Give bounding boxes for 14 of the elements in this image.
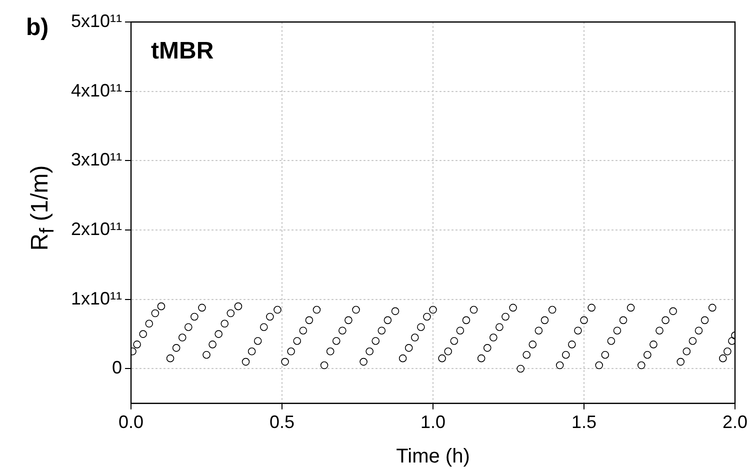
x-tick-label: 0.5 <box>270 412 295 432</box>
y-tick-label: 0 <box>112 358 122 378</box>
text: b) <box>26 14 49 42</box>
annotation: tMBR <box>151 38 214 65</box>
y-tick-label: 5x10¹¹ <box>70 10 122 31</box>
y-tick-label: 3x10¹¹ <box>70 150 122 170</box>
y-tick-label: 1x10¹¹ <box>70 288 122 308</box>
x-tick-label: 0.0 <box>118 412 144 432</box>
x-tick-label: 1.0 <box>420 412 446 432</box>
y-tick-label: 2x10¹¹ <box>70 219 122 240</box>
y-tick-label: 4x10¹¹ <box>70 80 122 100</box>
x-tick-label: 1.5 <box>571 412 597 432</box>
x-tick-label: 2.0 <box>722 412 748 432</box>
x-axis-title: Time (h) <box>396 446 470 468</box>
